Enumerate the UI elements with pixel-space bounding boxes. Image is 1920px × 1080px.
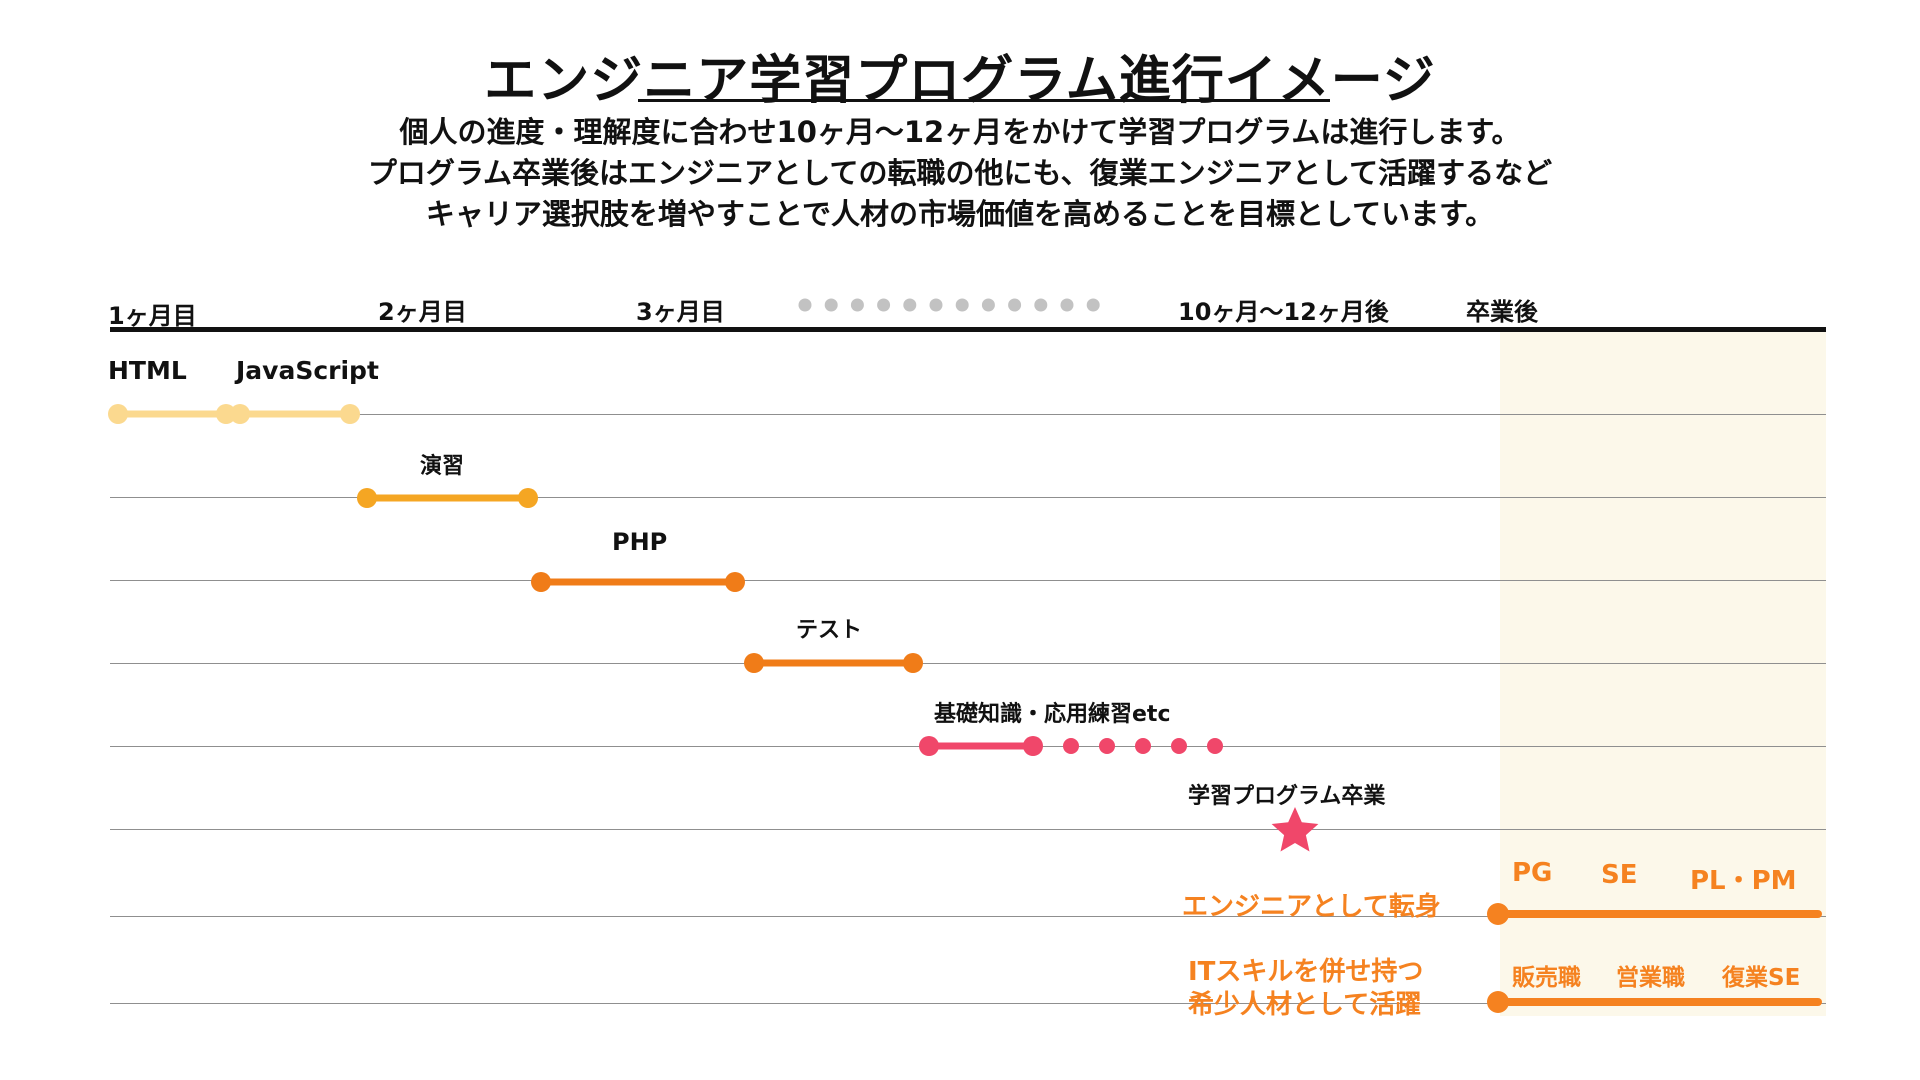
ellipsis-dots (798, 298, 1100, 312)
ellipsis-dot (929, 298, 943, 312)
ellipsis-dot (877, 298, 891, 312)
dot-fundamentals-continue-4 (1171, 738, 1187, 754)
dot-fundamentals-continue-1 (1063, 738, 1079, 754)
career-change-start-dot (1487, 903, 1509, 925)
ellipsis-dot (1060, 298, 1074, 312)
month-label-after: 卒業後 (1466, 298, 1538, 326)
role-sales: 販売職 (1512, 965, 1581, 991)
subtitle-line-3: キャリア選択肢を増やすことで人材の市場価値を高めることを目標としています。 (425, 197, 1495, 231)
topic-javascript: JavaScript (236, 356, 379, 385)
dot-html-end (216, 404, 236, 424)
row-line-7 (110, 916, 1826, 917)
row-line-3 (110, 580, 1826, 581)
subtitle: 個人の進度・理解度に合わせ10ヶ月〜12ヶ月をかけて学習プログラムは進行します。… (0, 112, 1920, 235)
dot-practice-start (357, 488, 377, 508)
graduation-star-icon (1271, 807, 1319, 852)
dot-php-start (531, 572, 551, 592)
topic-html: HTML (108, 356, 187, 385)
row-line-6 (110, 829, 1826, 830)
ellipsis-dot (850, 298, 864, 312)
row-line-8 (110, 1003, 1826, 1004)
role-se: SE (1601, 860, 1638, 890)
ellipsis-dot (824, 298, 838, 312)
ellipsis-dot (1008, 298, 1022, 312)
dot-javascript-start (230, 404, 250, 424)
dot-test-start (744, 653, 764, 673)
dot-fundamentals-continue-5 (1207, 738, 1223, 754)
month-label-1: 1ヶ月目 (108, 302, 197, 330)
dot-fundamentals-continue-3 (1135, 738, 1151, 754)
role-pl-pm: PL・PM (1690, 866, 1797, 896)
topic-fundamentals: 基礎知識・応用練習etc (934, 702, 1171, 727)
topic-php: PHP (612, 528, 668, 556)
topic-practice: 演習 (420, 454, 465, 479)
topic-graduation: 学習プログラム卒業 (1188, 784, 1386, 809)
dot-fundamentals-start (919, 736, 939, 756)
row-line-2 (110, 497, 1826, 498)
career-change-label: エンジニアとして転身 (1182, 892, 1441, 922)
dot-fundamentals-end (1023, 736, 1043, 756)
row-line-1 (110, 414, 1826, 415)
dot-php-end (725, 572, 745, 592)
ellipsis-dot (903, 298, 917, 312)
rare-talent-label-line-1: ITスキルを併せ持つ (1188, 957, 1424, 987)
month-label-2: 2ヶ月目 (378, 298, 467, 326)
ellipsis-dot (981, 298, 995, 312)
ellipsis-dot (798, 298, 812, 312)
dot-html-start (108, 404, 128, 424)
title-underline (638, 99, 1330, 102)
rare-talent-label-line-2: 希少人材として活躍 (1188, 990, 1422, 1020)
timeline-axis (110, 327, 1826, 332)
dot-fundamentals-continue-2 (1099, 738, 1115, 754)
dot-test-end (903, 653, 923, 673)
ellipsis-dot (1086, 298, 1100, 312)
ellipsis-dot (1034, 298, 1048, 312)
month-label-3: 3ヶ月目 (636, 298, 725, 326)
dot-javascript-end (340, 404, 360, 424)
subtitle-line-1: 個人の進度・理解度に合わせ10ヶ月〜12ヶ月をかけて学習プログラムは進行します。 (399, 115, 1521, 149)
role-business-sales: 営業職 (1616, 965, 1685, 991)
role-side-se: 復業SE (1722, 965, 1801, 991)
role-pg: PG (1512, 858, 1553, 888)
topic-test: テスト (796, 618, 863, 643)
after-graduation-panel (1500, 330, 1826, 1016)
rare-talent-start-dot (1487, 991, 1509, 1013)
dot-practice-end (518, 488, 538, 508)
subtitle-line-2: プログラム卒業後はエンジニアとしての転職の他にも、復業エンジニアとして活躍するな… (367, 156, 1553, 190)
month-label-10-12: 10ヶ月〜12ヶ月後 (1178, 298, 1389, 326)
row-line-4 (110, 663, 1826, 664)
ellipsis-dot (955, 298, 969, 312)
